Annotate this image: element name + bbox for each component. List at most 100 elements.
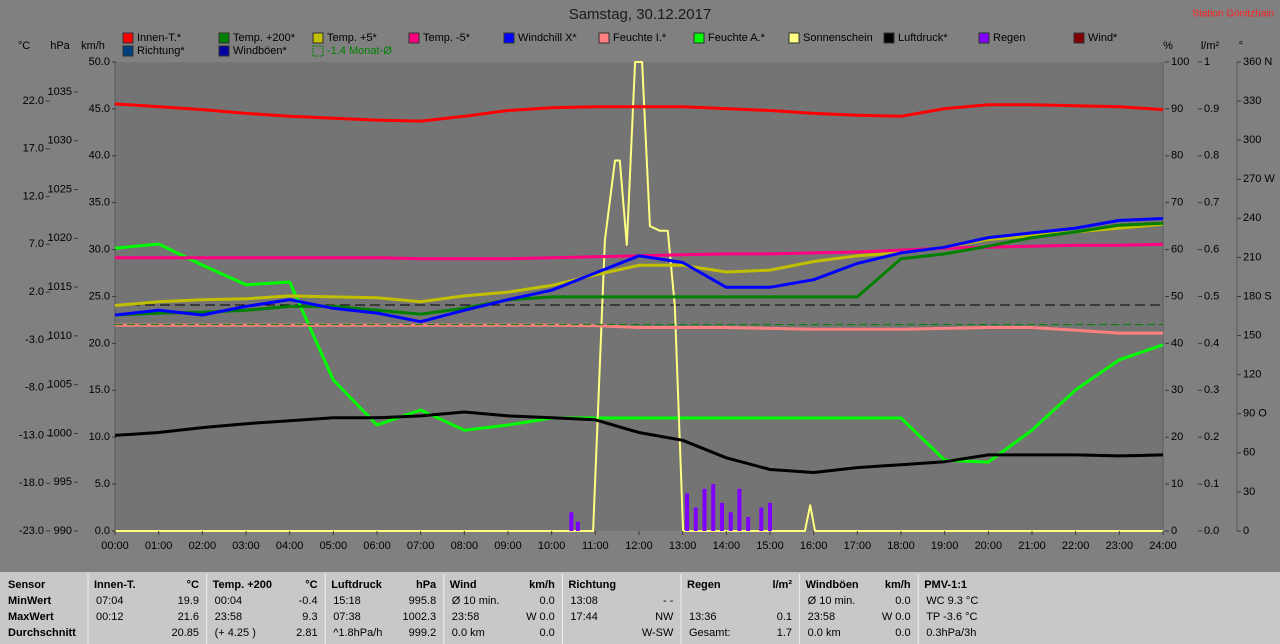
cell-right: NW xyxy=(655,611,674,623)
cell-left: TP -3.6 °C xyxy=(926,611,977,623)
series-line xyxy=(114,242,1164,464)
y-tick-label: 0.0 xyxy=(95,525,110,537)
y-tick-label: 50 xyxy=(1171,290,1183,302)
y-tick-label: 0.7 xyxy=(1204,197,1219,209)
row-label: Durchschnitt xyxy=(8,627,76,639)
rain-bar xyxy=(569,512,574,531)
legend-swatch xyxy=(408,32,420,44)
y-tick-label: 20 xyxy=(1171,431,1183,443)
rain-bar xyxy=(575,521,580,531)
y-tick-label: 995 xyxy=(54,476,72,488)
x-tick-label: 19:00 xyxy=(931,540,959,552)
series-line xyxy=(114,222,1164,307)
rain-bar xyxy=(711,484,716,531)
cell-right: 995.8 xyxy=(409,595,437,607)
rain-bar xyxy=(685,493,690,531)
x-tick-label: 11:00 xyxy=(582,540,609,552)
x-tick-label: 20:00 xyxy=(975,540,1003,552)
cell-right: 9.3 xyxy=(302,611,317,623)
cell-left: 23:58 xyxy=(452,611,480,623)
cell-left: 0.0 km xyxy=(808,627,841,639)
cell-left: WC 9.3 °C xyxy=(926,595,978,607)
axis-unit: % xyxy=(1163,40,1173,52)
y-tick-label: 45.0 xyxy=(89,103,110,115)
cell-left: 13:08 xyxy=(570,595,598,607)
rain-bar xyxy=(746,516,751,531)
column-header: Innen-T. xyxy=(94,579,136,591)
y-tick-label: 35.0 xyxy=(89,197,110,209)
y-tick-label: 100 xyxy=(1171,56,1189,68)
x-tick-label: 03:00 xyxy=(232,540,260,552)
y-tick-label: 0.2 xyxy=(1204,431,1219,443)
y-tick-label: 0.0 xyxy=(1204,525,1219,537)
series-line xyxy=(114,217,1164,324)
cell-left: 07:04 xyxy=(96,595,124,607)
legend-label: Sonnenschein xyxy=(803,32,873,44)
y-tick-label: 15.0 xyxy=(89,384,110,396)
cell-left: 13:36 xyxy=(689,611,717,623)
y-tick-label: 240 xyxy=(1243,212,1261,224)
y-tick-label: 1020 xyxy=(48,232,72,244)
legend-swatch xyxy=(503,32,515,44)
column-unit: km/h xyxy=(529,579,555,591)
plot xyxy=(114,61,1164,532)
axis-unit: km/h xyxy=(81,40,105,52)
column-header: Wind xyxy=(450,579,477,591)
legend-label: Temp. +200* xyxy=(233,32,296,44)
y-tick-label: 90 O xyxy=(1243,408,1267,420)
cell-left: Gesamt: xyxy=(689,627,731,639)
y-tick-label: 30 xyxy=(1171,384,1183,396)
y-tick-label: 30.0 xyxy=(89,244,110,256)
y-tick-label: 120 xyxy=(1243,369,1261,381)
y-tick-label: 1035 xyxy=(48,86,72,98)
y-tick-label: 0 xyxy=(1171,525,1177,537)
column-header: Temp. +200 xyxy=(213,579,272,591)
x-tick-label: 02:00 xyxy=(189,540,217,552)
x-tick-label: 22:00 xyxy=(1062,540,1090,552)
legend-swatch xyxy=(978,32,990,44)
cell-right: 21.6 xyxy=(178,611,199,623)
cell-left: 0.0 km xyxy=(452,627,485,639)
cell-left: 00:12 xyxy=(96,611,124,623)
x-tick-label: 06:00 xyxy=(363,540,391,552)
y-tick-label: 60 xyxy=(1243,447,1255,459)
y-tick-label: 7.0 xyxy=(29,238,44,250)
chart-title: Samstag, 30.12.2017 xyxy=(569,6,712,23)
cell-left: 17:44 xyxy=(570,611,598,623)
y-tick-label: 1010 xyxy=(48,330,72,342)
x-tick-label: 01:00 xyxy=(145,540,173,552)
y-tick-label: 0 xyxy=(1243,525,1249,537)
series-line xyxy=(115,323,1163,335)
rain-bar xyxy=(759,507,764,531)
legend-label: Regen xyxy=(993,32,1025,44)
y-tick-label: 10 xyxy=(1171,478,1183,490)
cell-left: 07:38 xyxy=(333,611,361,623)
legend-label: Feuchte A.* xyxy=(708,32,766,44)
x-tick-label: 05:00 xyxy=(320,540,348,552)
y-tick-label: 0.9 xyxy=(1204,103,1219,115)
cell-left: 0.3hPa/3h xyxy=(926,627,976,639)
legend-swatch xyxy=(218,32,230,44)
y-tick-label: 990 xyxy=(54,525,72,537)
rain-bar xyxy=(702,488,707,531)
row-label: MaxWert xyxy=(8,611,54,623)
x-tick-label: 16:00 xyxy=(800,540,828,552)
axis-unit: l/m² xyxy=(1201,40,1220,52)
legend-label: Luftdruck* xyxy=(898,32,948,44)
legend-swatch xyxy=(312,32,324,44)
column-unit: l/m² xyxy=(772,579,792,591)
y-tick-label: -8.0 xyxy=(25,382,44,394)
x-tick-label: 08:00 xyxy=(451,540,479,552)
cell-left: 15:18 xyxy=(333,595,361,607)
cell-right: 0.1 xyxy=(777,611,792,623)
column-unit: km/h xyxy=(885,579,911,591)
rain-bar xyxy=(728,512,733,531)
rain-bar xyxy=(693,507,698,531)
column-header: PMV-1:1 xyxy=(924,579,967,591)
y-tick-label: 40.0 xyxy=(89,150,110,162)
axis-unit: ° xyxy=(1239,40,1243,52)
cell-right: 2.81 xyxy=(296,627,317,639)
cell-right: 1002.3 xyxy=(403,611,437,623)
cell-left: ^1.8hPa/h xyxy=(333,627,382,639)
